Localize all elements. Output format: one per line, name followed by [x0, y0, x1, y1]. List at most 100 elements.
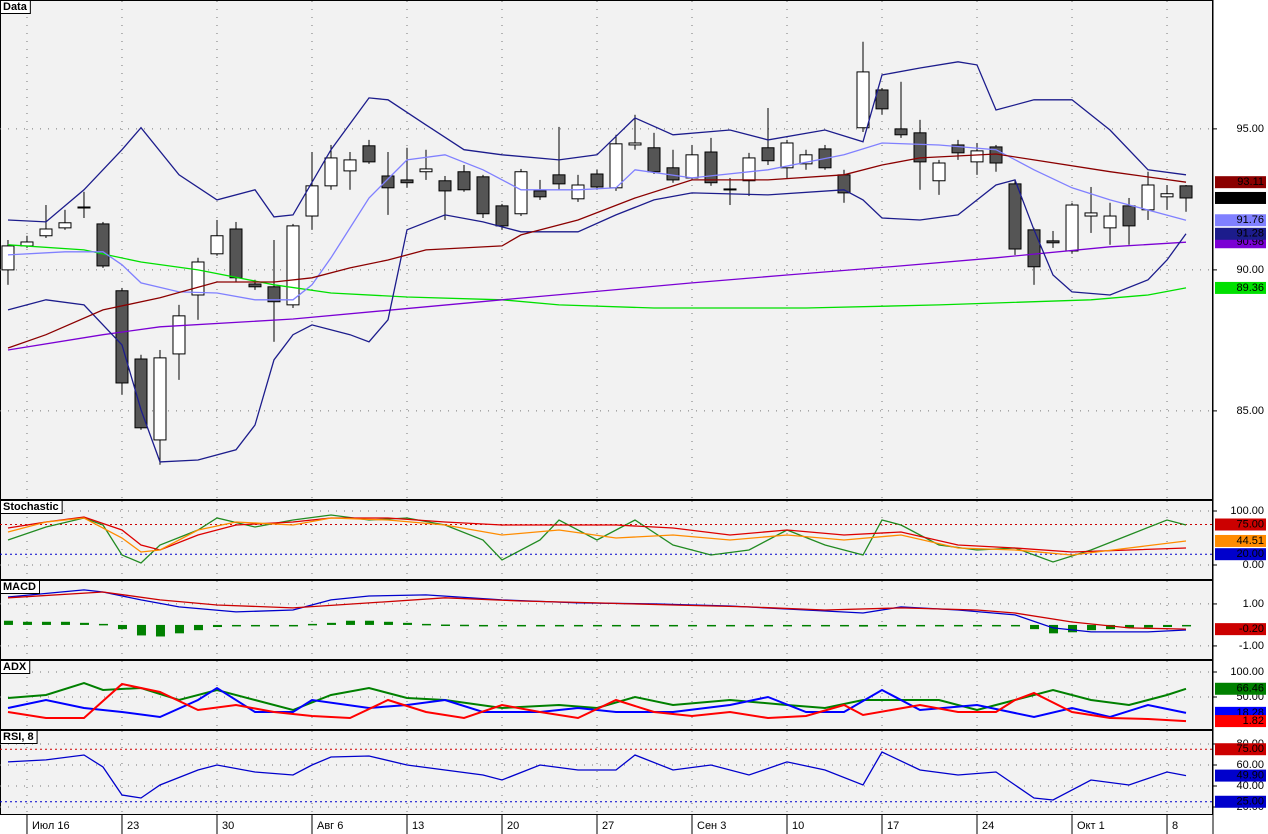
- candle-body: [476, 176, 490, 215]
- histogram-bar: [878, 624, 888, 627]
- candle-body: [609, 143, 623, 189]
- candle-body: [1046, 240, 1060, 244]
- price-tag-label: 93.11: [1237, 176, 1264, 188]
- histogram-bar: [459, 624, 469, 627]
- histogram-bar: [364, 620, 374, 625]
- panel-title-box: [0, 660, 31, 674]
- histogram-bar: [155, 624, 165, 637]
- price-tag: [1215, 769, 1266, 782]
- price-tag: [1215, 743, 1266, 756]
- histogram-bar: [554, 624, 564, 627]
- candle-body: [58, 222, 72, 229]
- price-tag: [1215, 191, 1266, 204]
- histogram-bar: [269, 624, 279, 627]
- candle-body: [495, 205, 509, 227]
- x-tick-label: Сен 3: [697, 820, 726, 832]
- y-tick-label: 95.00: [1236, 123, 1264, 135]
- indicator-line: [7, 516, 1187, 553]
- histogram-bar: [212, 624, 222, 628]
- histogram-bar: [1068, 624, 1078, 633]
- candle-body: [951, 144, 965, 154]
- candle-body: [457, 171, 471, 191]
- price-tag-label: 92.55: [1236, 192, 1264, 204]
- y-tick-label: 40.00: [1236, 780, 1264, 792]
- y-tick-label: 90.00: [1236, 264, 1264, 276]
- y-tick-label: 1.00: [1243, 598, 1264, 610]
- histogram-bar: [79, 622, 89, 625]
- histogram-bar: [421, 623, 431, 626]
- candle-body: [1122, 205, 1136, 227]
- histogram-bar: [307, 623, 317, 626]
- panel: [0, 580, 1213, 660]
- candle-body: [419, 168, 433, 173]
- indicator-line: [7, 517, 1187, 556]
- histogram-bar: [973, 624, 983, 627]
- price-tag: [1215, 227, 1266, 240]
- candle-body: [362, 145, 376, 163]
- candle-body: [628, 142, 642, 146]
- y-tick-label: -1.00: [1239, 640, 1264, 652]
- histogram-bar: [193, 624, 203, 631]
- histogram-bar: [231, 624, 241, 627]
- histogram-bar: [516, 624, 526, 627]
- panel-title-box: [0, 500, 63, 514]
- price-tag: [1215, 682, 1266, 695]
- histogram-bar: [288, 624, 298, 627]
- candle-body: [685, 154, 699, 179]
- y-tick-label: 85.00: [1236, 405, 1264, 417]
- histogram-bar: [1182, 624, 1192, 627]
- histogram-bar: [440, 624, 450, 627]
- histogram-bar: [707, 624, 717, 627]
- candle-body: [571, 184, 585, 200]
- histogram-bar: [98, 623, 108, 626]
- x-tick-label: 10: [792, 820, 804, 832]
- candle-body: [1, 245, 15, 271]
- indicator-line: [7, 241, 1187, 351]
- indicator-line: [7, 682, 1187, 723]
- panel-title: MACD: [3, 581, 36, 593]
- price-tag: [1215, 534, 1266, 547]
- price-tag: [1215, 281, 1266, 294]
- axis-area: [1213, 0, 1268, 834]
- histogram-bar: [478, 624, 488, 627]
- histogram-bar: [117, 624, 127, 630]
- histogram-bar: [136, 624, 146, 636]
- candle-body: [286, 225, 300, 306]
- price-tag-label: 44.51: [1236, 535, 1264, 547]
- candle-body: [153, 357, 167, 441]
- candle-body: [875, 89, 889, 110]
- candle-body: [723, 188, 737, 191]
- x-tick-label: 23: [127, 820, 139, 832]
- histogram-bar: [992, 624, 1002, 627]
- panel: [0, 660, 1213, 730]
- candle-body: [305, 185, 319, 217]
- candle-body: [913, 132, 927, 163]
- y-tick-label: 0.00: [1243, 559, 1264, 571]
- price-tag-label: 89.36: [1236, 282, 1264, 294]
- candle-body: [115, 290, 129, 384]
- histogram-bar: [1125, 624, 1135, 629]
- histogram-bar: [326, 622, 336, 625]
- price-tag-label: 91.76: [1236, 214, 1264, 226]
- candle-body: [704, 151, 718, 184]
- histogram-bar: [1087, 624, 1097, 631]
- histogram-bar: [631, 624, 641, 627]
- price-tag: [1215, 715, 1266, 728]
- histogram-bar: [802, 624, 812, 627]
- histogram-bar: [764, 624, 774, 627]
- panel-title: RSI, 8: [3, 731, 34, 743]
- histogram-bar: [840, 624, 850, 627]
- price-tag-label: 49.90: [1236, 770, 1264, 782]
- indicator-line: [7, 153, 1187, 349]
- x-tick-label: 17: [887, 820, 899, 832]
- candle-body: [780, 142, 794, 169]
- histogram-bar: [859, 624, 869, 627]
- histogram-bar: [935, 624, 945, 627]
- candle-body: [248, 283, 262, 288]
- candle-body: [742, 157, 756, 182]
- candle-body: [96, 223, 110, 267]
- candle-body: [533, 190, 547, 198]
- indicator-line: [7, 751, 1187, 801]
- price-tag-label: 75.00: [1236, 518, 1264, 530]
- price-tag: [1215, 795, 1266, 808]
